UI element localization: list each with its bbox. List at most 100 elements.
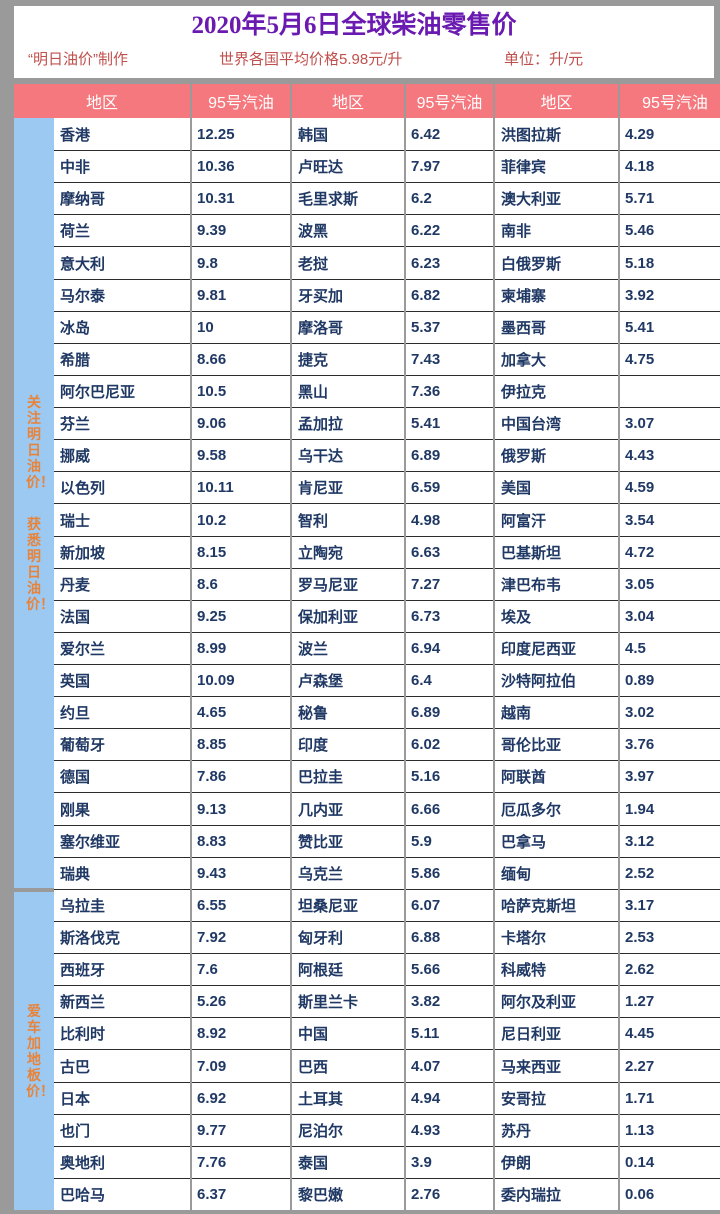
table-cell-region: 委内瑞拉 — [495, 1178, 618, 1210]
table-cell-region: 津巴布韦 — [495, 568, 618, 600]
table-cell-price: 6.4 — [406, 664, 493, 696]
table-cell-price: 4.65 — [192, 696, 290, 728]
table-cell-price: 8.83 — [192, 825, 290, 857]
table-cell-price: 2.76 — [406, 1178, 493, 1210]
table-cell-price: 8.6 — [192, 568, 290, 600]
table-cell-region: 冰岛 — [54, 311, 190, 343]
table-cell-region: 卢旺达 — [292, 150, 404, 182]
table-cell-region: 白俄罗斯 — [495, 246, 618, 279]
table-cell-price: 4.72 — [620, 536, 720, 568]
table-cell-price: 8.66 — [192, 343, 290, 375]
table-cell-region: 科威特 — [495, 953, 618, 985]
table-cell-region: 中国台湾 — [495, 407, 618, 439]
table-cell-region: 奥地利 — [54, 1146, 190, 1178]
table-cell-price: 3.07 — [620, 407, 720, 439]
title-bar: 2020年5月6日全球柴油零售价 “明日油价”制作 世界各国平均价格5.98元/… — [14, 6, 714, 78]
table-cell-price: 2.62 — [620, 953, 720, 985]
table-cell-price: 6.63 — [406, 536, 493, 568]
table-cell-price: 5.41 — [406, 407, 493, 439]
table-cell-price: 6.73 — [406, 600, 493, 632]
table-cell-region: 葡萄牙 — [54, 728, 190, 760]
table-cell-region: 卢森堡 — [292, 664, 404, 696]
table-cell-region: 孟加拉 — [292, 407, 404, 439]
table-cell-price: 9.25 — [192, 600, 290, 632]
table-cell-price: 5.26 — [192, 985, 290, 1017]
table-cell-price: 9.8 — [192, 246, 290, 279]
table-cell-region: 沙特阿拉伯 — [495, 664, 618, 696]
column-header-price-3: 95号汽油 — [620, 84, 720, 118]
table-cell-price: 10.09 — [192, 664, 290, 696]
table-cell-region: 法国 — [54, 600, 190, 632]
table-cell-region: 卡塔尔 — [495, 921, 618, 953]
table-cell-price: 9.43 — [192, 857, 290, 889]
sidebar-vertical-text: 爱车加地板价！ — [26, 1003, 54, 1099]
table-cell-region: 摩洛哥 — [292, 311, 404, 343]
table-cell-region: 柬埔寨 — [495, 279, 618, 311]
table-cell-region: 韩国 — [292, 118, 404, 150]
table-cell-price: 7.97 — [406, 150, 493, 182]
table-cell-price: 10.2 — [192, 503, 290, 536]
table-cell-region: 印度 — [292, 728, 404, 760]
table-cell-price: 6.66 — [406, 792, 493, 825]
table-cell-region: 安哥拉 — [495, 1082, 618, 1114]
table-header-row: 地区 95号汽油 地区 95号汽油 地区 95号汽油 — [14, 84, 720, 118]
table-cell-region: 坦桑尼亚 — [292, 889, 404, 921]
table-cell-price: 3.04 — [620, 600, 720, 632]
table-cell-region: 匈牙利 — [292, 921, 404, 953]
table-cell-region: 越南 — [495, 696, 618, 728]
table-cell-price: 2.52 — [620, 857, 720, 889]
table-cell-price: 3.76 — [620, 728, 720, 760]
table-cell-price: 8.15 — [192, 536, 290, 568]
table-cell-region: 挪威 — [54, 439, 190, 471]
unit-label: 单位：升/元 — [504, 51, 584, 68]
table-cell-region: 牙买加 — [292, 279, 404, 311]
table-cell-region: 瑞士 — [54, 503, 190, 536]
table-cell-price: 12.25 — [192, 118, 290, 150]
table-cell-region: 刚果 — [54, 792, 190, 825]
table-cell-region: 尼泊尔 — [292, 1114, 404, 1146]
table-cell-region: 以色列 — [54, 471, 190, 503]
credit-label: “明日油价”制作 — [28, 51, 128, 68]
table-cell-region: 香港 — [54, 118, 190, 150]
sidebar-vertical-text: 关注明日油价！ — [26, 394, 54, 490]
table-cell-price: 9.39 — [192, 214, 290, 246]
table-cell-region: 印度尼西亚 — [495, 632, 618, 664]
table-cell-region: 智利 — [292, 503, 404, 536]
table-cell-region: 洪图拉斯 — [495, 118, 618, 150]
table-cell-price: 5.9 — [406, 825, 493, 857]
table-cell-price: 0.06 — [620, 1178, 720, 1210]
table-cell-region: 阿根廷 — [292, 953, 404, 985]
table-cell-price: 5.41 — [620, 311, 720, 343]
table-cell-price: 4.5 — [620, 632, 720, 664]
table-cell-region: 巴西 — [292, 1049, 404, 1082]
table-cell-region: 乌拉圭 — [54, 889, 190, 921]
table-cell-price: 7.36 — [406, 375, 493, 407]
table-cell-price: 3.97 — [620, 760, 720, 792]
column-header-region-2: 地区 — [292, 84, 404, 118]
table-cell-region: 丹麦 — [54, 568, 190, 600]
table-cell-region: 巴拿马 — [495, 825, 618, 857]
table-cell-region: 苏丹 — [495, 1114, 618, 1146]
table-cell-price: 10.11 — [192, 471, 290, 503]
table-cell-price: 1.94 — [620, 792, 720, 825]
table-cell-region: 新加坡 — [54, 536, 190, 568]
table-cell-price: 3.82 — [406, 985, 493, 1017]
table-cell-region: 哈萨克斯坦 — [495, 889, 618, 921]
table-cell-price: 6.94 — [406, 632, 493, 664]
table-cell-price: 4.18 — [620, 150, 720, 182]
table-cell-price: 4.45 — [620, 1017, 720, 1049]
table-cell-price: 4.94 — [406, 1082, 493, 1114]
table-cell-region: 肯尼亚 — [292, 471, 404, 503]
table-cell-region: 乌干达 — [292, 439, 404, 471]
table-cell-region: 墨西哥 — [495, 311, 618, 343]
table-cell-price — [620, 375, 720, 407]
table-cell-price: 3.9 — [406, 1146, 493, 1178]
table-cell-price: 0.14 — [620, 1146, 720, 1178]
table-cell-price: 5.46 — [620, 214, 720, 246]
table-cell-region: 德国 — [54, 760, 190, 792]
table-cell-price: 4.07 — [406, 1049, 493, 1082]
table-cell-region: 摩纳哥 — [54, 182, 190, 214]
column-header-price-2: 95号汽油 — [406, 84, 493, 118]
table-cell-price: 10.5 — [192, 375, 290, 407]
table-cell-price: 3.02 — [620, 696, 720, 728]
